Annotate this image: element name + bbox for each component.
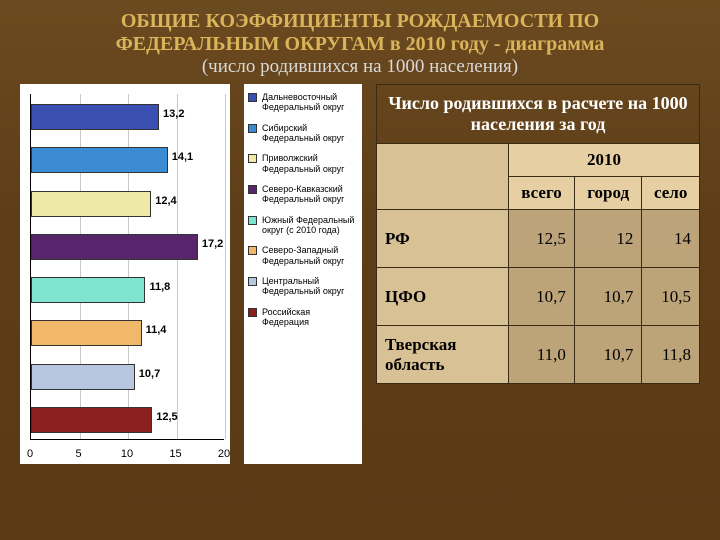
bar-value-label: 11,8 [149,281,170,293]
bar [31,191,151,217]
bar [31,234,198,260]
bar [31,407,152,433]
legend-item: Российская Федерация [248,307,358,328]
legend-item: Центральный Федеральный округ [248,276,358,297]
x-tick: 20 [218,448,230,460]
bar-chart: 13,2 14,1 12,4 17,2 11,8 11,4 10,7 12,5 0 5 10 15 2… [20,84,230,464]
legend-item: Приволжский Федеральный округ [248,153,358,174]
bar-value-label: 12,5 [156,411,177,423]
legend-swatch [248,308,257,317]
x-tick: 15 [169,448,181,460]
legend-label: Приволжский Федеральный округ [262,153,358,174]
data-table: Число родившихся в расчете на 1000 насел… [376,84,700,464]
row-label: Тверская область [377,326,509,384]
legend-swatch [248,277,257,286]
title-line-1: ОБЩИЕ КОЭФФИЦИЕНТЫ РОЖДАЕМОСТИ ПО [40,10,680,33]
data-cell: 12,5 [509,210,575,268]
legend-label: Южный Федеральный округ (с 2010 года) [262,215,358,236]
legend-swatch [248,216,257,225]
data-cell: 11,0 [509,326,575,384]
legend-label: Дальневосточный Федеральный округ [262,92,358,113]
bar-value-label: 12,4 [155,195,176,207]
x-tick: 5 [75,448,81,460]
x-tick: 0 [27,448,33,460]
row-label: ЦФО [377,268,509,326]
column-header: село [642,177,700,210]
data-cell: 12 [574,210,641,268]
data-cell: 14 [642,210,700,268]
bar [31,104,159,130]
legend-label: Сибирский Федеральный округ [262,123,358,144]
title-line-3: (число родившихся на 1000 населения) [40,56,680,78]
legend-label: Северо-Западный Федеральный округ [262,245,358,266]
legend-label: Центральный Федеральный округ [262,276,358,297]
data-cell: 11,8 [642,326,700,384]
bar-value-label: 11,4 [146,324,167,336]
table-title: Число родившихся в расчете на 1000 насел… [377,85,700,144]
legend-item: Северо-Западный Федеральный округ [248,245,358,266]
legend-item: Дальневосточный Федеральный округ [248,92,358,113]
legend-label: Российская Федерация [262,307,358,328]
legend-swatch [248,93,257,102]
bar-value-label: 14,1 [172,151,193,163]
bar [31,364,135,390]
legend-item: Сибирский Федеральный округ [248,123,358,144]
legend-item: Северо-Кавказский Федеральный округ [248,184,358,205]
row-label: РФ [377,210,509,268]
x-tick: 10 [121,448,133,460]
year-header: 2010 [509,144,700,177]
bar [31,320,142,346]
data-cell: 10,5 [642,268,700,326]
column-header: город [574,177,641,210]
title-block: ОБЩИЕ КОЭФФИЦИЕНТЫ РОЖДАЕМОСТИ ПО ФЕДЕРА… [0,0,720,84]
legend-label: Северо-Кавказский Федеральный округ [262,184,358,205]
bar [31,277,145,303]
title-line-2: ФЕДЕРАЛЬНЫМ ОКРУГАМ в 2010 году - диагра… [40,33,680,56]
bar-value-label: 13,2 [163,108,184,120]
data-cell: 10,7 [574,268,641,326]
legend-swatch [248,154,257,163]
bar-value-label: 10,7 [139,368,160,380]
legend-swatch [248,124,257,133]
chart-legend: Дальневосточный Федеральный округ Сибирск… [244,84,362,464]
bar-value-label: 17,2 [202,238,223,250]
legend-item: Южный Федеральный округ (с 2010 года) [248,215,358,236]
legend-swatch [248,185,257,194]
corner-cell [377,144,509,210]
data-cell: 10,7 [574,326,641,384]
bar [31,147,168,173]
data-cell: 10,7 [509,268,575,326]
legend-swatch [248,246,257,255]
column-header: всего [509,177,575,210]
